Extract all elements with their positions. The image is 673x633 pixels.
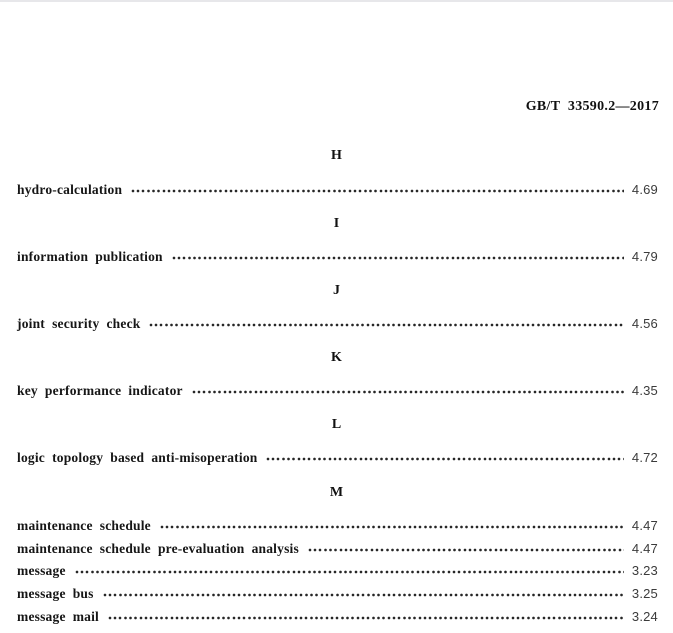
clause-number: 4.47: [631, 541, 658, 556]
index-term: information publication: [17, 249, 163, 264]
index-term: logic topology based anti-misoperation: [17, 450, 258, 465]
index-entry: logic topology based anti-misoperation 4…: [17, 450, 658, 466]
index-term: key performance indicator: [17, 383, 183, 398]
clause-number: 3.23: [631, 563, 658, 578]
clause-number: 3.24: [631, 609, 658, 624]
dotted-leader: [171, 252, 624, 263]
index-term: maintenance schedule: [17, 518, 151, 533]
clause-number: 4.72: [631, 450, 658, 465]
index-term: message bus: [17, 586, 94, 601]
index-entry: information publication 4.79: [17, 249, 658, 265]
index-entry: maintenance schedule pre-evaluation anal…: [17, 541, 658, 557]
section-letter-m: M: [329, 485, 344, 500]
dotted-leader: [108, 612, 624, 623]
clause-number: 4.35: [631, 383, 658, 398]
clause-number: 4.79: [631, 249, 658, 264]
dotted-leader: [266, 453, 624, 464]
index-entry: message 3.23: [17, 563, 658, 579]
index-term: hydro-calculation: [17, 182, 123, 197]
dotted-leader: [74, 566, 624, 577]
index-entry: joint security check 4.56: [17, 316, 658, 332]
index-term: joint security check: [17, 316, 141, 331]
dotted-leader: [149, 319, 624, 330]
clause-number: 3.25: [631, 586, 658, 601]
index-entry: key performance indicator 4.35: [17, 383, 658, 399]
dotted-leader: [102, 589, 624, 600]
index-entry: hydro-calculation 4.69: [17, 182, 658, 198]
index-entry: message bus 3.25: [17, 586, 658, 602]
index-term: message: [17, 563, 66, 578]
dotted-leader: [307, 544, 624, 555]
doc-code: GB/T 33590.2—2017: [525, 99, 659, 114]
index-term: message mail: [17, 609, 100, 624]
section-letter-j: J: [333, 283, 340, 298]
index-entry: message mail 3.24: [17, 609, 658, 625]
clause-number: 4.56: [631, 316, 658, 331]
section-letter-h: H: [331, 148, 342, 163]
section-letter-i: I: [333, 216, 340, 231]
dotted-leader: [159, 521, 624, 532]
dotted-leader: [191, 386, 624, 397]
clause-number: 4.69: [631, 182, 658, 197]
section-letter-l: L: [331, 417, 342, 432]
dotted-leader: [131, 185, 624, 196]
clause-number: 4.47: [631, 518, 658, 533]
index-entry: maintenance schedule 4.47: [17, 518, 658, 534]
section-letter-k: K: [331, 350, 342, 365]
index-term: maintenance schedule pre-evaluation anal…: [17, 541, 299, 556]
